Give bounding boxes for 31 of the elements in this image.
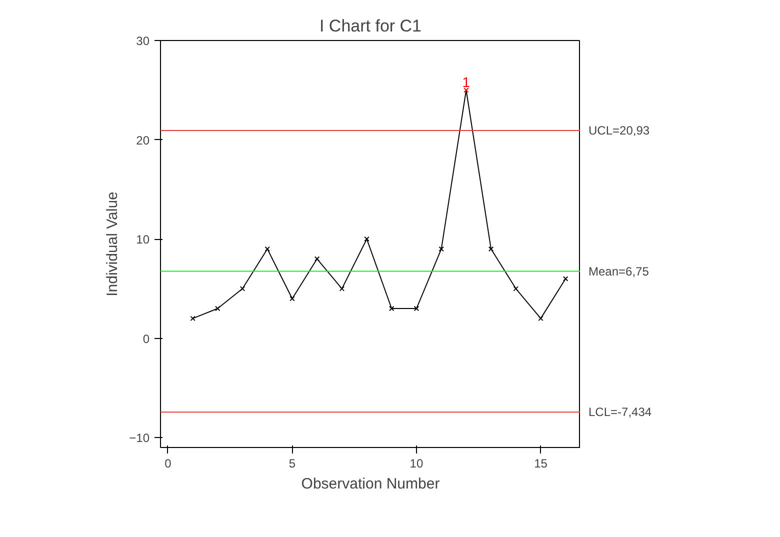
point	[215, 306, 220, 312]
point	[389, 306, 394, 312]
x-tick-label: 0	[164, 456, 172, 470]
y-tick-label: 30	[136, 34, 150, 48]
x-tick-label: 15	[534, 456, 548, 470]
point	[538, 316, 544, 322]
point	[190, 316, 196, 322]
x-tick-label: 10	[410, 456, 424, 470]
point	[339, 286, 345, 292]
point	[438, 246, 444, 252]
ref-line-label: Mean=6,75	[588, 264, 650, 278]
point	[240, 286, 246, 292]
point	[364, 236, 370, 242]
y-axis-title: Individual Value	[104, 192, 122, 296]
ref-line-label: LCL=-7,434	[588, 405, 652, 420]
y-tick-label: 20	[136, 133, 150, 148]
point	[314, 256, 320, 262]
y-tick-label: 0	[142, 332, 150, 346]
ref-line-label: UCL=20,93	[588, 124, 650, 138]
point	[290, 296, 295, 302]
chart-title: I Chart for C1	[319, 16, 422, 36]
point	[488, 246, 494, 252]
point	[414, 306, 420, 312]
x-tick-label: 5	[288, 456, 296, 470]
x-axis-title: Observation Number	[301, 476, 440, 492]
point	[264, 246, 270, 252]
annotation: 1	[462, 74, 470, 90]
y-tick-label: −10	[129, 431, 150, 446]
point	[464, 88, 469, 93]
point	[513, 286, 519, 292]
y-tick-label: 10	[136, 232, 150, 247]
